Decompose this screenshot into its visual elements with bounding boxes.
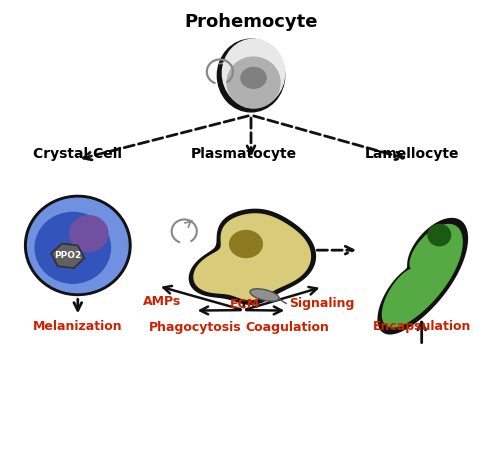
Polygon shape [377,218,467,335]
Ellipse shape [217,39,284,112]
Text: Signaling: Signaling [289,297,354,311]
Text: Prohemocyte: Prohemocyte [184,13,317,31]
Circle shape [70,216,108,252]
Text: ECM: ECM [229,298,260,312]
Ellipse shape [222,39,284,107]
Ellipse shape [249,289,279,301]
Text: Crystal Cell: Crystal Cell [33,147,122,161]
Polygon shape [51,244,84,268]
Polygon shape [188,209,316,305]
Polygon shape [381,224,462,328]
Circle shape [426,224,450,246]
Circle shape [28,198,128,293]
Text: Phagocytosis: Phagocytosis [148,321,240,334]
Circle shape [35,212,110,283]
Ellipse shape [226,57,280,108]
Text: Encapsulation: Encapsulation [372,320,470,333]
Text: Melanization: Melanization [33,320,122,333]
Text: PPO2: PPO2 [54,251,81,261]
Text: Coagulation: Coagulation [244,321,329,334]
Text: Plasmatocyte: Plasmatocyte [190,147,296,161]
Ellipse shape [228,230,263,258]
Text: AMPs: AMPs [142,295,180,309]
Ellipse shape [240,67,266,88]
Polygon shape [193,213,311,300]
Text: Lamellocyte: Lamellocyte [364,147,458,161]
Circle shape [25,195,131,295]
